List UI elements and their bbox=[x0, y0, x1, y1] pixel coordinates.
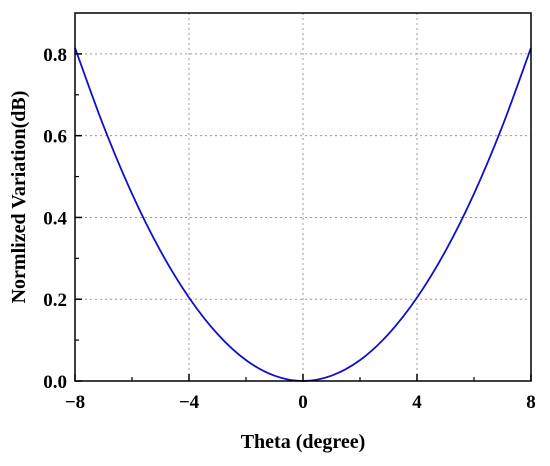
ticks-layer: −8 −4 0 4 8 0.0 0.2 0.4 0.6 0.8 bbox=[43, 45, 536, 413]
y-axis-title: Normlized Variation(dB) bbox=[8, 91, 30, 304]
x-tick-label: 0 bbox=[298, 392, 308, 413]
x-tick-label: 8 bbox=[526, 392, 536, 413]
y-tick-label: 0.8 bbox=[43, 45, 67, 66]
x-tick-label: −8 bbox=[65, 392, 85, 413]
x-tick-label: 4 bbox=[412, 392, 422, 413]
y-tick-label: 0.2 bbox=[43, 290, 67, 311]
x-axis-title: Theta (degree) bbox=[241, 431, 366, 453]
y-tick-label: 0.4 bbox=[43, 208, 67, 229]
grid-lines bbox=[75, 13, 531, 381]
x-tick-label: −4 bbox=[179, 392, 200, 413]
y-tick-label: 0.0 bbox=[43, 372, 67, 393]
y-tick-label: 0.6 bbox=[43, 127, 67, 148]
